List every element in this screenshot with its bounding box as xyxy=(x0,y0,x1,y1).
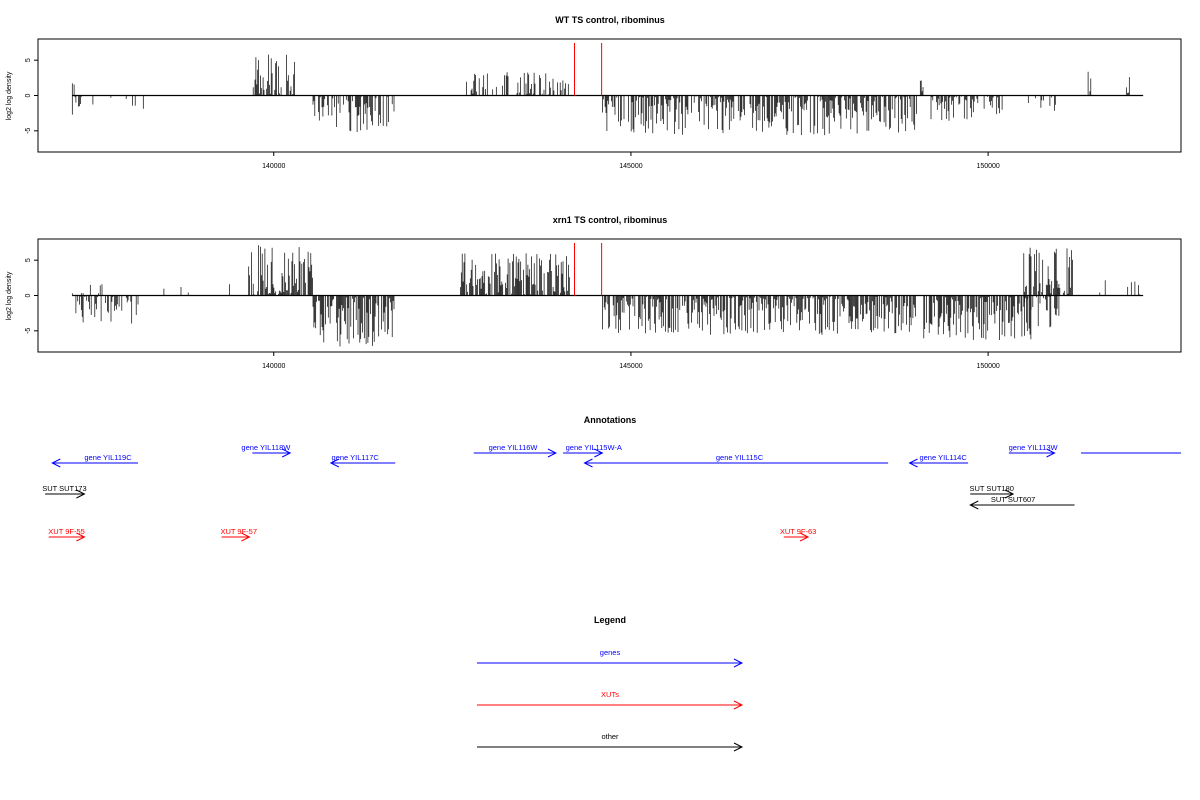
legend-label: other xyxy=(601,732,619,741)
legend-arrowhead xyxy=(733,700,744,710)
legend-arrowhead xyxy=(733,658,744,668)
legend-entry: XUTs xyxy=(477,690,744,710)
annotation-feature[interactable]: gene YIL119C xyxy=(51,453,139,468)
annotation-feature[interactable]: gene YIL115C xyxy=(583,453,889,468)
feature-label: gene YIL113W xyxy=(1009,443,1059,452)
feature-label: XUT 9F-57 xyxy=(220,527,257,536)
feature-arrowhead xyxy=(76,489,86,499)
feature-label: gene YIL116W xyxy=(489,443,539,452)
xrn1-panel-title: xrn1 TS control, ribominus xyxy=(553,215,668,225)
wt-red-markers xyxy=(573,43,603,96)
xrn1-density-spikes xyxy=(71,245,1144,347)
y-tick-label: 5 xyxy=(25,58,32,62)
feature-arrowhead xyxy=(51,458,61,468)
annotation-feature[interactable]: SUT SUT173 xyxy=(42,484,87,499)
annotation-feature[interactable]: SUT SUT607 xyxy=(969,495,1075,510)
annotation-feature[interactable]: gene YIL116W xyxy=(473,443,558,458)
feature-arrowhead xyxy=(1004,489,1015,499)
feature-arrowhead xyxy=(594,448,604,458)
annotations-title: Annotations xyxy=(584,415,637,425)
feature-arrowhead xyxy=(799,532,810,542)
x-tick-label: 145000 xyxy=(619,163,642,170)
y-tick-label: -5 xyxy=(25,128,32,134)
legend-panel: Legend genes XUTs other xyxy=(477,615,744,752)
annotation-feature[interactable]: gene YIL114C xyxy=(908,453,969,468)
legend-arrowhead xyxy=(733,742,744,752)
feature-label: SUT SUT180 xyxy=(969,484,1013,493)
feature-label: gene YIL119C xyxy=(84,453,132,462)
feature-arrowhead xyxy=(547,448,558,458)
y-tick-label: 0 xyxy=(25,293,32,297)
legend-label: XUTs xyxy=(601,690,619,699)
annotation-feature[interactable]: XUT 9F-55 xyxy=(48,527,86,542)
legend-entries: genes XUTs other xyxy=(477,648,744,752)
feature-label: gene YIL115C xyxy=(716,453,764,462)
y-tick-label: 0 xyxy=(25,93,32,97)
annotation-features: gene YIL119C gene YIL118W gene YIL117C gene… xyxy=(42,443,1181,542)
feature-arrowhead xyxy=(583,458,593,468)
feature-label: gene YIL114C xyxy=(919,453,967,462)
x-tick-label: 140000 xyxy=(262,363,285,370)
feature-arrowhead xyxy=(908,458,918,468)
feature-arrowhead xyxy=(329,458,340,468)
x-tick-label: 150000 xyxy=(976,363,999,370)
xrn1-x-ticks: 140000 145000 150000 xyxy=(262,352,1000,370)
xrn1-y-ticks: -5 0 5 xyxy=(25,258,38,334)
legend-title: Legend xyxy=(594,615,626,625)
feature-label: SUT SUT173 xyxy=(42,484,86,493)
legend-label: genes xyxy=(600,648,621,657)
x-tick-label: 140000 xyxy=(262,163,285,170)
xrn1-y-axis-label: log2 log density xyxy=(6,271,13,320)
wt-density-spikes xyxy=(71,54,1144,136)
annotation-feature[interactable]: SUT SUT180 xyxy=(969,484,1015,499)
feature-label: gene YIL118W xyxy=(241,443,291,452)
legend-entry: other xyxy=(477,732,744,752)
legend-entry: genes xyxy=(477,648,744,668)
feature-arrowhead xyxy=(76,532,86,542)
wt-density-panel: WT TS control, ribominus log2 log densit… xyxy=(6,15,1182,170)
feature-arrowhead xyxy=(1046,448,1056,458)
x-tick-label: 150000 xyxy=(976,163,999,170)
feature-arrowhead xyxy=(969,500,979,510)
annotation-feature[interactable]: gene YIL113W xyxy=(1009,443,1059,458)
wt-y-ticks: -5 0 5 xyxy=(25,58,38,134)
y-tick-label: -5 xyxy=(25,328,32,334)
xrn1-density-panel: xrn1 TS control, ribominus log2 log dens… xyxy=(6,215,1182,370)
feature-label: XUT 9F-55 xyxy=(48,527,85,536)
annotation-feature[interactable]: gene YIL115W-A xyxy=(563,443,622,458)
feature-label: gene YIL117C xyxy=(332,453,380,462)
annotation-feature[interactable]: XUT 9F-63 xyxy=(780,527,817,542)
x-tick-label: 145000 xyxy=(619,363,642,370)
wt-x-ticks: 140000 145000 150000 xyxy=(262,152,1000,170)
feature-label: gene YIL115W-A xyxy=(566,443,622,452)
feature-arrowhead xyxy=(241,532,251,542)
annotation-feature[interactable]: XUT 9F-57 xyxy=(220,527,257,542)
feature-label: SUT SUT607 xyxy=(991,495,1035,504)
feature-label: XUT 9F-63 xyxy=(780,527,817,536)
xrn1-red-markers xyxy=(573,243,603,296)
feature-arrowhead xyxy=(281,448,292,458)
wt-y-axis-label: log2 log density xyxy=(6,71,13,120)
annotation-feature[interactable]: gene YIL118W xyxy=(241,443,292,458)
y-tick-label: 5 xyxy=(25,258,32,262)
wt-panel-title: WT TS control, ribominus xyxy=(555,15,665,25)
annotation-feature[interactable]: gene YIL117C xyxy=(329,453,396,468)
